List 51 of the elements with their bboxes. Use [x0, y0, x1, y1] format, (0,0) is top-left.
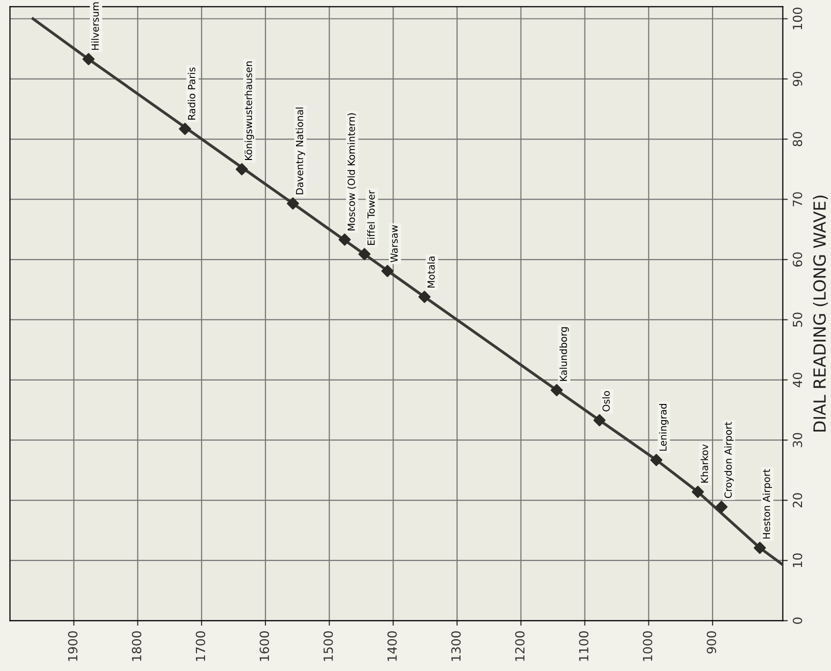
x-tick-label: 1400	[387, 631, 397, 661]
point	[178, 122, 192, 135]
point	[236, 163, 248, 176]
point	[550, 384, 563, 396]
x-tick-label: 1200	[515, 631, 525, 661]
annotation: Heston Airport	[762, 469, 772, 539]
y-tick-label: 60	[792, 252, 802, 267]
annotation: Motala	[427, 256, 435, 288]
annotation: Warsaw	[390, 225, 398, 262]
x-tick-label: 1100	[578, 631, 588, 661]
annotation: Kharkov	[700, 444, 708, 483]
x-tick-label: 1300	[451, 631, 461, 661]
point	[650, 454, 662, 466]
x-tick-label: 900	[706, 631, 716, 654]
y-tick-label: 0	[792, 618, 802, 624]
point	[692, 486, 704, 498]
annotation: Eiffel Tower	[367, 190, 375, 245]
y-tick-label: 100	[792, 8, 802, 30]
annotation: Moscow (Old Komintern)	[347, 113, 356, 230]
y-tick-label: 80	[792, 132, 802, 146]
y-tick-label: 20	[792, 493, 802, 508]
y-tick-label: 90	[792, 72, 802, 86]
point	[593, 414, 606, 426]
y-tick-label: 70	[792, 192, 802, 206]
point	[358, 248, 371, 260]
point	[82, 53, 95, 66]
annotation: Oslo	[602, 391, 610, 412]
x-tick-label: 1000	[642, 631, 652, 661]
x-tick-label: 1700	[196, 631, 206, 661]
annotation: Daventry National	[296, 108, 306, 194]
x-tick-label: 1500	[323, 631, 333, 661]
annotation: Königswusterhausen	[244, 61, 254, 160]
x-tick-label: 1600	[260, 631, 270, 661]
y-tick-label: 50	[792, 312, 802, 327]
y-tick-label: 10	[792, 553, 802, 568]
y-axis-title: DIAL READING (LONG WAVE)	[812, 196, 828, 432]
annotation: Kalundborg	[559, 327, 569, 381]
annotation: Croydon Airport	[724, 422, 734, 498]
point	[286, 197, 299, 210]
x-tick-label: 1800	[132, 631, 142, 661]
x-tick-label: 1900	[68, 631, 78, 661]
annotation: Leningrad	[659, 404, 669, 451]
point	[381, 264, 394, 278]
point	[338, 234, 351, 246]
point	[754, 542, 766, 554]
annotation: Hilversum	[91, 2, 99, 50]
y-tick-label: 30	[792, 432, 802, 448]
point	[418, 290, 431, 303]
annotation: Radio Paris	[188, 67, 196, 120]
y-tick-label: 40	[792, 372, 802, 388]
point	[715, 500, 728, 513]
